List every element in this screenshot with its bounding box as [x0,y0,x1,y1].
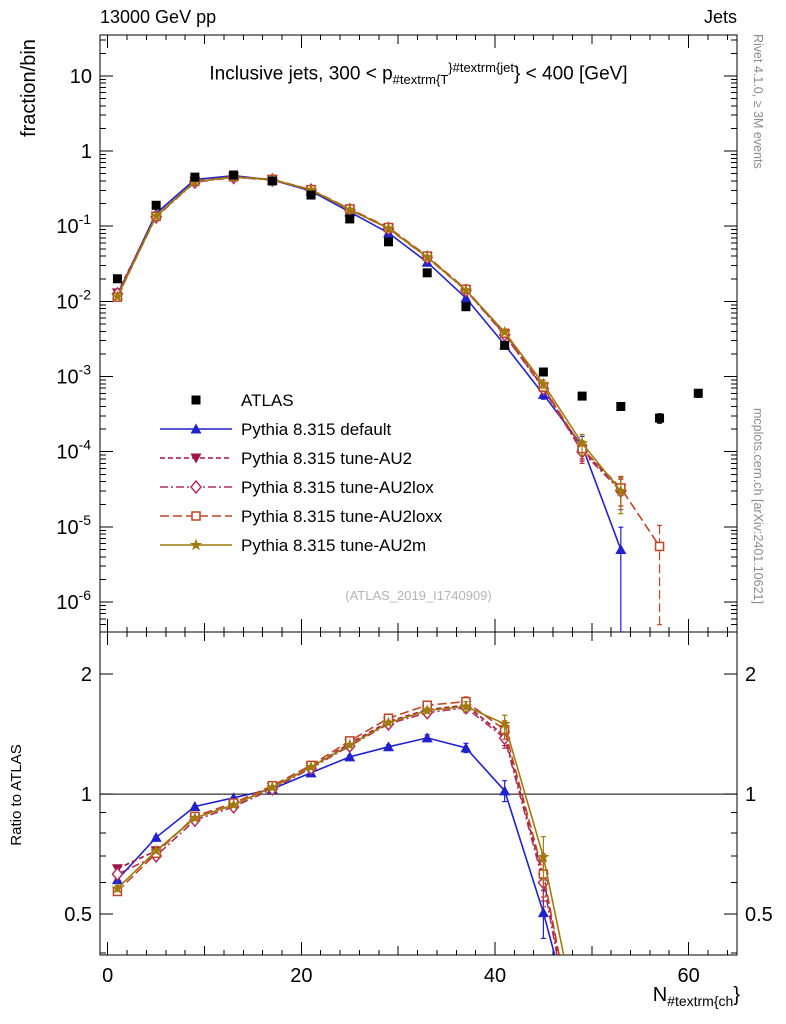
header-observable-group: Jets [703,7,737,27]
svg-text:60: 60 [677,965,699,987]
x-axis-label: N#textrm{ch} [653,984,740,1009]
svg-text:40: 40 [484,965,506,987]
svg-text:0.5: 0.5 [745,904,773,926]
ratio-pythia-8-315-default [111,732,556,955]
svg-text:Pythia 8.315 tune-AU2m: Pythia 8.315 tune-AU2m [241,536,426,555]
svg-text:1: 1 [745,784,756,806]
x-axis-label-sub: #textrm{ch [667,993,734,1009]
svg-text:10-1: 10-1 [56,211,91,238]
legend-item-pythia-8-315-tune-au2lox: Pythia 8.315 tune-AU2lox [160,478,434,497]
series-atlas [112,170,703,424]
svg-text:20: 20 [290,965,312,987]
plot-title-sub: #textrm{T [392,72,449,88]
legend: ATLAS Pythia 8.315 default Pythia 8.315 tu… [160,391,443,555]
svg-text:10: 10 [70,66,92,88]
svg-text:2: 2 [81,664,92,686]
svg-text:Pythia 8.315 tune-AU2: Pythia 8.315 tune-AU2 [241,449,412,468]
legend-item-atlas: ATLAS [191,391,294,410]
legend-item-pythia-8-315-tune-au2m: Pythia 8.315 tune-AU2m [160,536,426,555]
svg-text:0: 0 [102,965,113,987]
svg-text:Pythia 8.315 default: Pythia 8.315 default [241,420,392,439]
ratio-pythia-8-315-tune-au2m [111,700,565,955]
analysis-id-watermark: (ATLAS_2019_I1740909) [345,588,492,603]
svg-text:2: 2 [745,664,756,686]
x-axis-label-base: N [652,984,668,1006]
svg-text:10-3: 10-3 [56,362,91,389]
legend-item-pythia-8-315-tune-au2: Pythia 8.315 tune-AU2 [160,449,412,468]
svg-text:Pythia 8.315 tune-AU2loxx: Pythia 8.315 tune-AU2loxx [241,507,443,526]
plot-title-sup: }#textrm{jet [448,60,515,75]
svg-text:10-4: 10-4 [56,437,91,464]
plot-title-suffix: } < 400 [GeV] [514,63,628,85]
ratio-pythia-8-315-tune-au2lox [111,700,558,955]
svg-text:1: 1 [81,784,92,806]
rivet-version-note: Rivet 4.1.0, ≥ 3M events [751,34,765,169]
legend-item-pythia-8-315-default: Pythia 8.315 default [160,420,392,439]
x-axis-label-suffix: } [733,984,740,1006]
svg-text:10-6: 10-6 [56,587,91,614]
svg-text:0.5: 0.5 [64,904,92,926]
legend-item-pythia-8-315-tune-au2loxx: Pythia 8.315 tune-AU2loxx [160,507,443,526]
svg-text:ATLAS: ATLAS [241,391,294,410]
svg-text:1: 1 [81,141,92,163]
header-beam-energy: 13000 GeV pp [100,7,217,27]
ratio-pythia-8-315-tune-au2 [111,699,559,955]
svg-text:10-2: 10-2 [56,286,91,313]
plot-title: Inclusive jets, 300 < p#textrm{T}#textrm… [100,60,737,87]
mcplots-citation-note: mcplots.cern.ch [arXiv:2401.10621] [751,408,765,604]
svg-text:Pythia 8.315 tune-AU2lox: Pythia 8.315 tune-AU2lox [241,478,434,497]
svg-text:10-5: 10-5 [56,512,91,539]
plot-title-prefix: Inclusive jets, 300 < p [209,63,393,85]
